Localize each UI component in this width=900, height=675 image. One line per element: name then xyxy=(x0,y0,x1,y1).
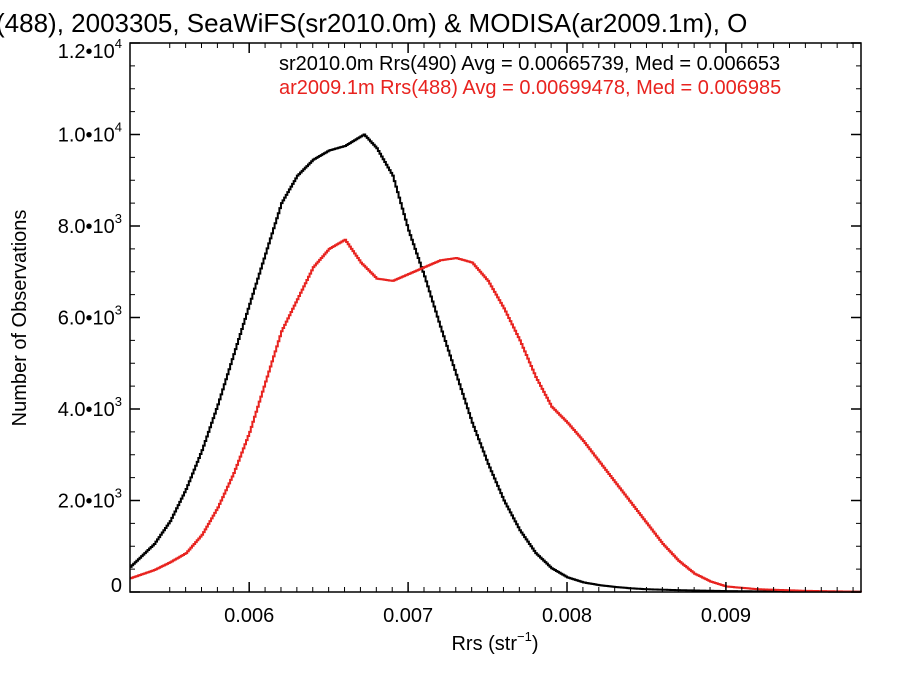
x-tick-label-1: 0.007 xyxy=(383,605,433,627)
y-tick-labels: 02.0•1034.0•1036.0•1038.0•1031.0•1041.2•… xyxy=(58,36,122,597)
y-tick-label-1: 2.0•103 xyxy=(58,486,122,513)
y-tick-mantissa: 2.0•10 xyxy=(58,491,115,513)
y-axis-label: Number of Observations xyxy=(9,210,31,427)
series-layer xyxy=(130,133,862,593)
legend-entry-modisa: ar2009.1m Rrs(488) Avg = 0.00699478, Med… xyxy=(279,77,781,99)
y-tick-mantissa: 8.0•10 xyxy=(58,216,115,238)
y-tick-label-4: 8.0•103 xyxy=(58,211,122,238)
y-tick-mantissa: 0 xyxy=(111,575,122,597)
series-line-1 xyxy=(130,238,862,593)
y-tick-exponent: 3 xyxy=(115,303,122,318)
y-tick-label-6: 1.2•104 xyxy=(58,36,122,63)
tick-marks xyxy=(130,42,861,593)
y-tick-label-5: 1.0•104 xyxy=(58,120,122,147)
y-tick-mantissa: 4.0•10 xyxy=(58,399,115,421)
x-tick-label-0: 0.006 xyxy=(224,605,274,627)
y-tick-label-0: 0 xyxy=(111,575,122,597)
y-tick-mantissa: 1.2•10 xyxy=(58,41,115,63)
x-tick-label-3: 0.009 xyxy=(701,605,751,627)
plot-frame xyxy=(129,42,862,593)
series-line-0 xyxy=(130,133,861,593)
y-tick-label-2: 4.0•103 xyxy=(58,394,122,421)
chart-title: (488), 2003305, SeaWiFS(sr2010.0m) & MOD… xyxy=(0,8,747,38)
y-tick-label-3: 6.0•103 xyxy=(58,303,122,330)
y-tick-exponent: 3 xyxy=(115,211,122,226)
x-tick-labels: 0.006 0.007 0.008 0.009 xyxy=(224,605,751,627)
y-tick-exponent: 3 xyxy=(115,394,122,409)
y-tick-exponent: 3 xyxy=(115,486,122,501)
y-tick-exponent: 4 xyxy=(115,120,122,135)
y-tick-mantissa: 1.0•10 xyxy=(58,125,115,147)
x-axis-label: Rrs (str−1) xyxy=(451,629,538,655)
legend-entry-seawifs: sr2010.0m Rrs(490) Avg = 0.00665739, Med… xyxy=(279,53,780,75)
y-tick-exponent: 4 xyxy=(115,36,122,51)
x-axis-label-text: Rrs (str xyxy=(451,633,517,655)
x-tick-label-2: 0.008 xyxy=(542,605,592,627)
y-tick-mantissa: 6.0•10 xyxy=(58,308,115,330)
x-axis-label-exponent: −1 xyxy=(517,629,532,644)
x-axis-label-close: ) xyxy=(532,633,539,655)
